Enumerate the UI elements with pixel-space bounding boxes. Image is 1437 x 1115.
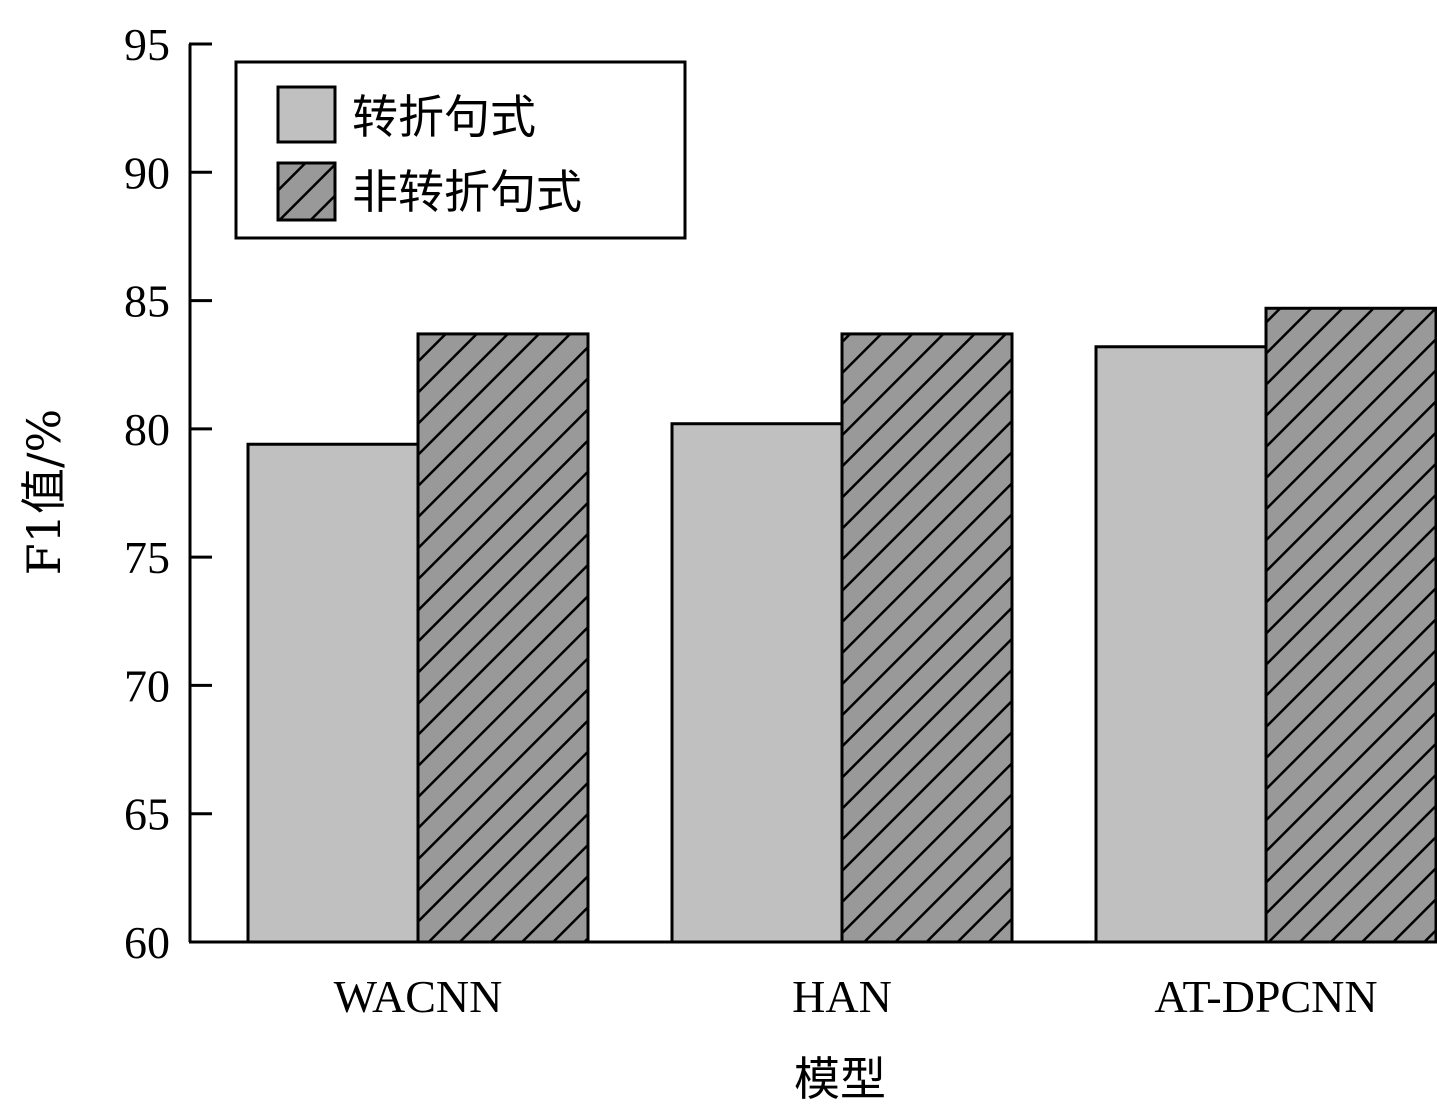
x-axis-title: 模型 (794, 1052, 886, 1106)
bar-series-2-at-dpcnn (1264, 306, 1437, 944)
y-axis-title: F1值/% (17, 409, 71, 575)
y-tick-label: 70 (124, 660, 170, 711)
y-tick-label: 80 (124, 404, 170, 455)
x-tick-label: WACNN (334, 971, 503, 1022)
legend-label-series-1: 转折句式 (352, 90, 536, 144)
legend-swatch-series-2 (276, 161, 337, 222)
x-tick-label: AT-DPCNN (1154, 971, 1377, 1022)
bars-group (246, 306, 1437, 944)
bar-series-1-at-dpcnn (1094, 345, 1268, 944)
y-tick-label: 90 (124, 147, 170, 198)
y-tick-label: 95 (124, 19, 170, 70)
bar-series-1-han (670, 422, 844, 944)
x-axis: WACNN HAN AT-DPCNN (190, 940, 1437, 1022)
legend: 转折句式 非转折句式 (234, 60, 687, 240)
bar-series-2-wacnn (416, 332, 590, 944)
legend-label-series-2: 非转折句式 (352, 165, 582, 219)
y-axis: 60 65 70 75 80 85 90 95 (124, 19, 212, 968)
bar-series-2-han (840, 332, 1014, 944)
y-tick-label: 60 (124, 917, 170, 968)
x-tick-label: HAN (792, 971, 892, 1022)
y-tick-label: 75 (124, 532, 170, 583)
y-tick-label: 65 (124, 789, 170, 840)
legend-swatch-series-1 (276, 85, 337, 144)
bar-series-1-wacnn (246, 442, 420, 944)
y-tick-label: 85 (124, 276, 170, 327)
